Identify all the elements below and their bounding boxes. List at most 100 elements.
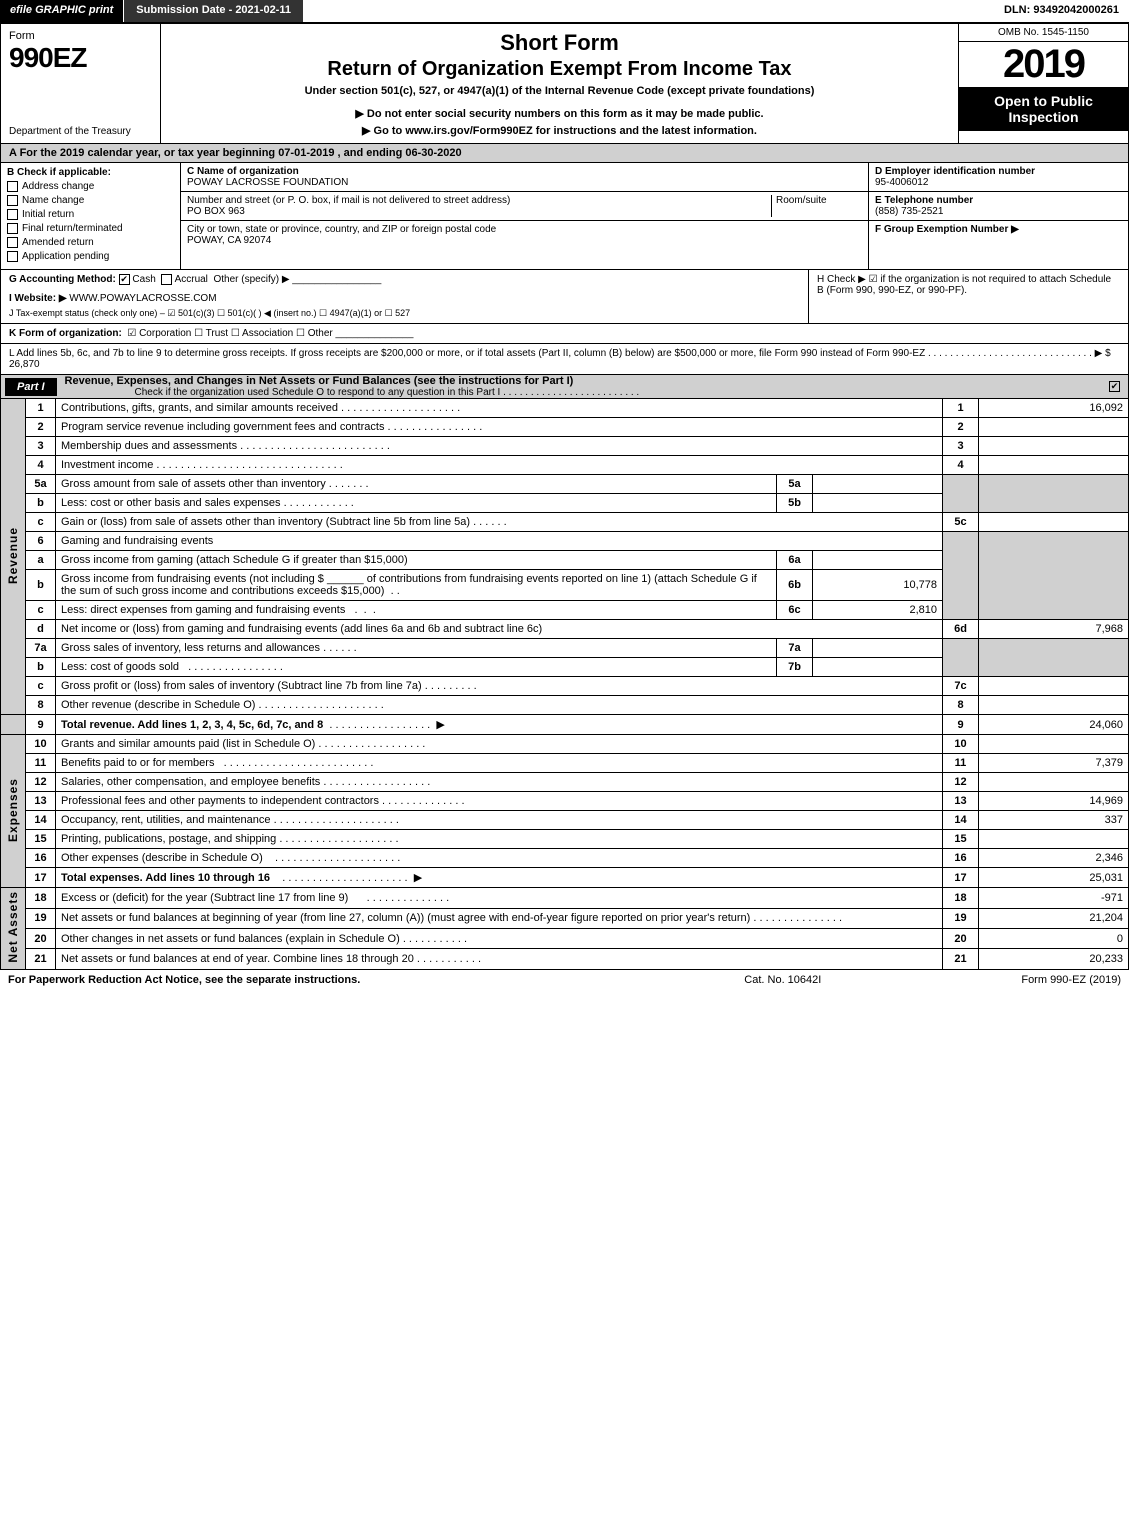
desc-2: Program service revenue including govern… <box>61 421 384 433</box>
K-opts: ☑ Corporation ☐ Trust ☐ Association ☐ Ot… <box>127 328 332 339</box>
desc-7b: Less: cost of goods sold <box>61 661 179 673</box>
opt-cash: Cash <box>132 274 155 285</box>
chk-pending[interactable] <box>7 251 18 262</box>
val-19: 21,204 <box>979 908 1129 928</box>
subno-5a: 5a <box>777 475 813 494</box>
colno-1: 1 <box>943 399 979 418</box>
colno-5c: 5c <box>943 513 979 532</box>
subno-7a: 7a <box>777 639 813 658</box>
omb-number: OMB No. 1545-1150 <box>959 24 1128 42</box>
subval-7a <box>813 639 943 658</box>
desc-10: Grants and similar amounts paid (list in… <box>61 738 315 750</box>
desc-17: Total expenses. Add lines 10 through 16 <box>61 872 270 884</box>
desc-4: Investment income <box>61 459 153 471</box>
desc-15: Printing, publications, postage, and shi… <box>61 833 276 845</box>
desc-21: Net assets or fund balances at end of ye… <box>61 953 414 965</box>
colno-19: 19 <box>943 908 979 928</box>
efile-button[interactable]: efile GRAPHIC print <box>0 0 124 22</box>
val-16: 2,346 <box>979 849 1129 868</box>
val-10 <box>979 735 1129 754</box>
part-I-header: Part I Revenue, Expenses, and Changes in… <box>0 375 1129 399</box>
val-15 <box>979 830 1129 849</box>
lno-1: 1 <box>26 399 56 418</box>
desc-5a: Gross amount from sale of assets other t… <box>61 478 326 490</box>
chk-schedule-o[interactable] <box>1109 381 1120 392</box>
subval-6a <box>813 551 943 570</box>
subno-6c: 6c <box>777 601 813 620</box>
chk-name[interactable] <box>7 195 18 206</box>
K-label: K Form of organization: <box>9 328 122 339</box>
chk-initial[interactable] <box>7 209 18 220</box>
ein: 95-4006012 <box>875 177 1122 188</box>
lno-12: 12 <box>26 773 56 792</box>
side-revenue: Revenue <box>6 527 20 584</box>
opt-accrual: Accrual <box>175 274 208 285</box>
colno-12: 12 <box>943 773 979 792</box>
desc-11: Benefits paid to or for members <box>61 757 214 769</box>
desc-8: Other revenue (describe in Schedule O) <box>61 699 255 711</box>
F-label: F Group Exemption Number ▶ <box>875 224 1122 235</box>
I-label: I Website: ▶ <box>9 293 67 304</box>
open-public: Open to Public Inspection <box>959 87 1128 131</box>
subval-5b <box>813 494 943 513</box>
paperwork-notice: For Paperwork Reduction Act Notice, see … <box>8 974 360 986</box>
chk-final[interactable] <box>7 223 18 234</box>
val-5c <box>979 513 1129 532</box>
val-21: 20,233 <box>979 949 1129 969</box>
subno-5b: 5b <box>777 494 813 513</box>
part-I-sub: Check if the organization used Schedule … <box>135 387 501 398</box>
colno-14: 14 <box>943 811 979 830</box>
cat-no: Cat. No. 10642I <box>744 974 821 986</box>
desc-7c: Gross profit or (loss) from sales of inv… <box>61 680 422 692</box>
org-name: POWAY LACROSSE FOUNDATION <box>187 177 862 188</box>
val-7c <box>979 677 1129 696</box>
room-suite-label: Room/suite <box>772 195 862 217</box>
tax-year: 2019 <box>959 42 1128 87</box>
lno-14: 14 <box>26 811 56 830</box>
colno-20: 20 <box>943 928 979 948</box>
lno-6a: a <box>26 551 56 570</box>
C-city-label: City or town, state or province, country… <box>187 224 862 235</box>
subval-7b <box>813 658 943 677</box>
chk-address[interactable] <box>7 181 18 192</box>
colno-16: 16 <box>943 849 979 868</box>
opt-final: Final return/terminated <box>22 223 123 234</box>
subno-7b: 7b <box>777 658 813 677</box>
subno-6a: 6a <box>777 551 813 570</box>
lno-8: 8 <box>26 696 56 715</box>
website[interactable]: WWW.POWAYLACROSSE.COM <box>69 293 216 304</box>
desc-12: Salaries, other compensation, and employ… <box>61 776 320 788</box>
colno-18: 18 <box>943 888 979 908</box>
chk-accrual[interactable] <box>161 274 172 285</box>
side-expenses: Expenses <box>6 778 20 842</box>
subval-5a <box>813 475 943 494</box>
line-A: A For the 2019 calendar year, or tax yea… <box>0 144 1129 163</box>
part-I-title: Revenue, Expenses, and Changes in Net As… <box>65 375 1109 387</box>
desc-6: Gaming and fundraising events <box>56 532 943 551</box>
row-GH: G Accounting Method: Cash Accrual Other … <box>0 270 1129 324</box>
desc-1: Contributions, gifts, grants, and simila… <box>61 402 338 414</box>
val-14: 337 <box>979 811 1129 830</box>
desc-5c: Gain or (loss) from sale of assets other… <box>61 516 470 528</box>
lno-6: 6 <box>26 532 56 551</box>
desc-18: Excess or (deficit) for the year (Subtra… <box>61 892 348 904</box>
opt-name: Name change <box>22 195 84 206</box>
B-label: B Check if applicable: <box>7 167 174 178</box>
desc-5b: Less: cost or other basis and sales expe… <box>61 497 281 509</box>
chk-cash[interactable] <box>119 274 130 285</box>
colno-17: 17 <box>943 868 979 888</box>
chk-amended[interactable] <box>7 237 18 248</box>
lines-table: Revenue 1 Contributions, gifts, grants, … <box>0 399 1129 970</box>
goto-link[interactable]: ▶ Go to www.irs.gov/Form990EZ for instru… <box>171 124 948 137</box>
opt-other: Other (specify) ▶ <box>213 274 289 285</box>
E-label: E Telephone number <box>875 195 1122 206</box>
C-addr-label: Number and street (or P. O. box, if mail… <box>187 195 767 206</box>
lno-19: 19 <box>26 908 56 928</box>
desc-6a: Gross income from gaming (attach Schedul… <box>56 551 777 570</box>
form-label: Form <box>9 30 152 42</box>
lno-11: 11 <box>26 754 56 773</box>
subno-6b: 6b <box>777 570 813 601</box>
form-header: Form 990EZ Department of the Treasury Sh… <box>0 24 1129 144</box>
submission-date: Submission Date - 2021-02-11 <box>124 0 303 22</box>
title-return: Return of Organization Exempt From Incom… <box>171 58 948 81</box>
